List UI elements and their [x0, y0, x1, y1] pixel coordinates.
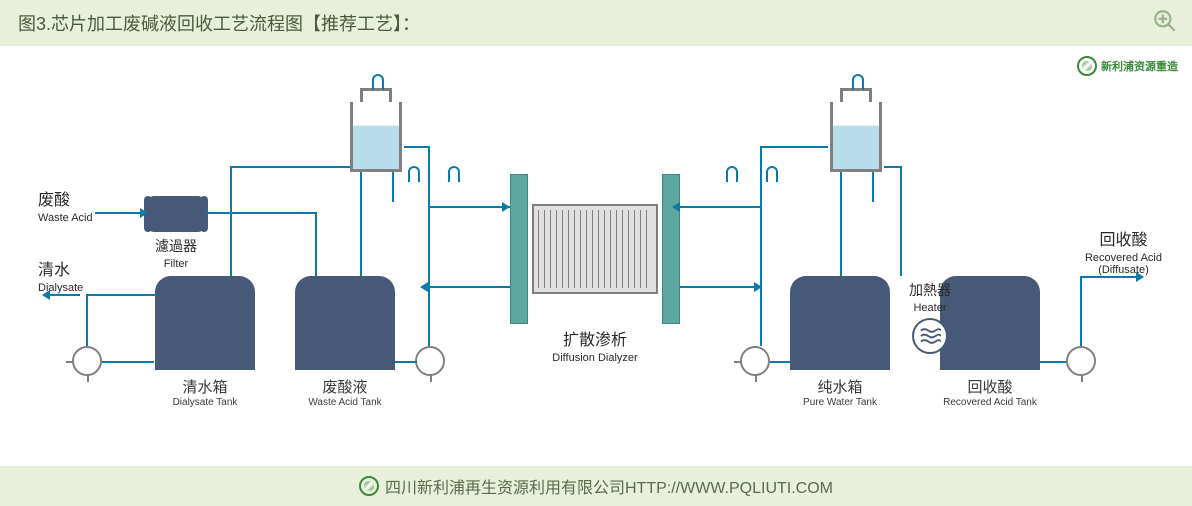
pipe	[50, 294, 80, 296]
pipe	[872, 172, 874, 202]
arrow-icon	[672, 202, 680, 212]
waste-acid-tank: 废酸液Waste Acid Tank	[295, 276, 395, 408]
pump-3	[740, 346, 770, 376]
pipe	[86, 294, 88, 346]
arrow-icon	[42, 290, 50, 300]
pipe	[230, 166, 232, 276]
pipe	[428, 206, 510, 208]
arrow-icon	[140, 208, 148, 218]
pipe	[1080, 276, 1138, 278]
label-filter: 濾過器 Filter	[145, 236, 207, 270]
label-dialysate: 清水 Dialysate	[38, 256, 83, 294]
pipe	[1080, 276, 1082, 346]
footer-bar: 四川新利浦再生资源利用有限公司HTTP://WWW.PQLIUTI.COM	[0, 466, 1192, 506]
tap-icon	[766, 166, 778, 182]
label-dialyzer: 扩散渗析 Diffusion Dialyzer	[545, 326, 645, 364]
heater-unit	[912, 318, 948, 354]
pipe	[395, 361, 417, 363]
tap-icon	[448, 166, 460, 182]
pump-1	[72, 346, 102, 376]
arrow-icon	[420, 282, 428, 292]
tap-icon	[852, 74, 864, 90]
pipe	[840, 172, 842, 276]
pipe	[404, 146, 428, 148]
footer-logo-icon	[359, 476, 379, 496]
watermark-text: 新利浦资源重造	[1101, 58, 1178, 74]
footer-company: 四川新利浦再生资源利用有限公司HTTP://WWW.PQLIUTI.COM	[385, 474, 833, 498]
pipe	[680, 206, 762, 208]
pipe	[315, 212, 317, 276]
pipe	[230, 166, 350, 168]
zoom-icon[interactable]	[1152, 8, 1178, 39]
logo-icon	[1077, 56, 1097, 76]
dialysate-tank: 清水箱Dialysate Tank	[155, 276, 255, 408]
pipe	[884, 166, 902, 168]
pipe	[680, 286, 762, 288]
tap-icon	[372, 74, 384, 90]
arrow-icon	[1136, 272, 1144, 282]
beaker-left	[350, 102, 402, 172]
tap-icon	[726, 166, 738, 182]
pipe	[392, 172, 394, 202]
pipe	[428, 286, 510, 288]
watermark: 新利浦资源重造	[1077, 56, 1178, 76]
filter-unit	[148, 196, 204, 232]
arrow-icon	[502, 202, 510, 212]
header-title: 图3.芯片加工废碱液回收工艺流程图【推荐工艺】：	[18, 14, 420, 34]
pipe	[760, 146, 828, 148]
beaker-right	[830, 102, 882, 172]
label-heater: 加熱器 Heater	[900, 280, 960, 314]
pipe	[102, 361, 154, 363]
pump-2	[415, 346, 445, 376]
pipe	[760, 146, 762, 346]
pipe	[900, 166, 902, 276]
pipe	[1040, 361, 1066, 363]
pipe	[206, 212, 316, 214]
tap-icon	[408, 166, 420, 182]
pump-4	[1066, 346, 1096, 376]
label-recovered-acid: 回收酸 Recovered Acid (Diffusate)	[1085, 226, 1162, 276]
diffusion-dialyzer	[510, 174, 680, 324]
header-bar: 图3.芯片加工废碱液回收工艺流程图【推荐工艺】：	[0, 0, 1192, 46]
pipe	[360, 172, 362, 276]
pipe	[86, 294, 156, 296]
pipe	[428, 146, 430, 346]
label-waste-acid: 废酸 Waste Acid	[38, 186, 93, 224]
process-diagram: 新利浦资源重造 废酸 Waste Acid 清水 Dialysate 濾過器 F…	[0, 46, 1192, 466]
pure-water-tank: 纯水箱Pure Water Tank	[790, 276, 890, 408]
pipe	[770, 361, 790, 363]
